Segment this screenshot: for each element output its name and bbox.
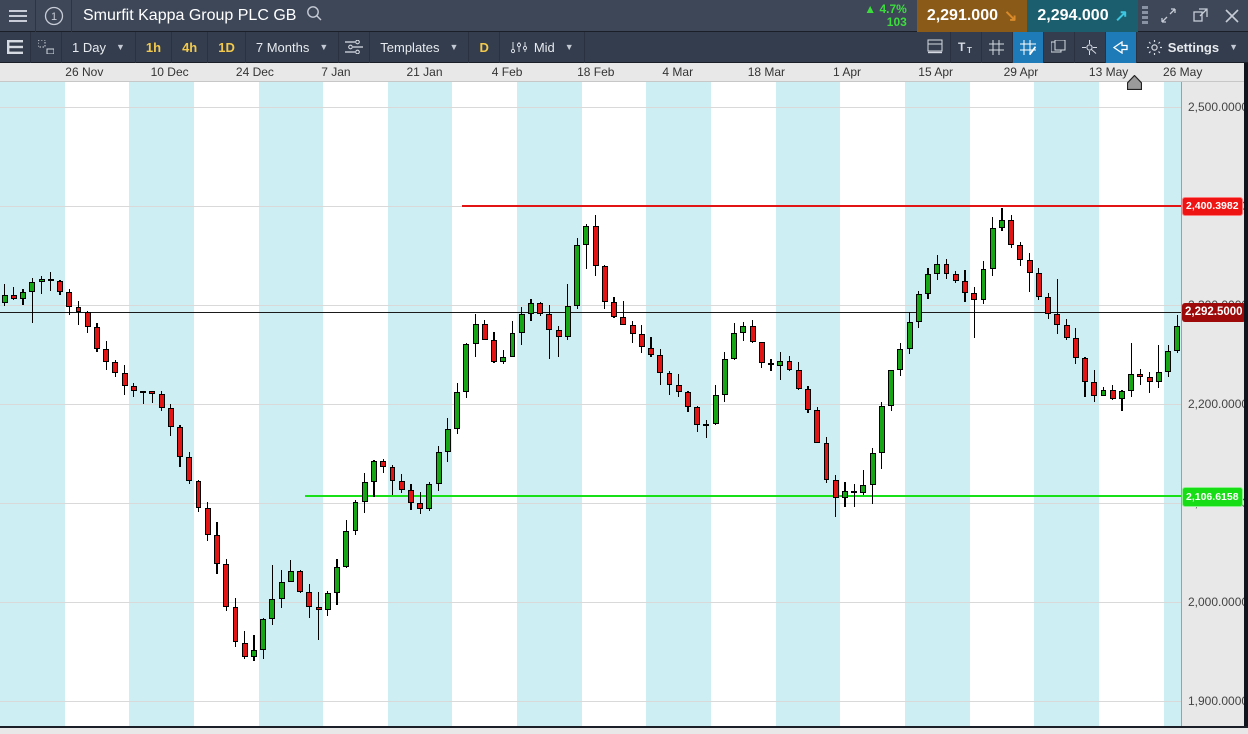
svg-text:1: 1 [50, 11, 56, 23]
svg-text:T: T [958, 40, 966, 54]
svg-text:T: T [967, 46, 972, 54]
